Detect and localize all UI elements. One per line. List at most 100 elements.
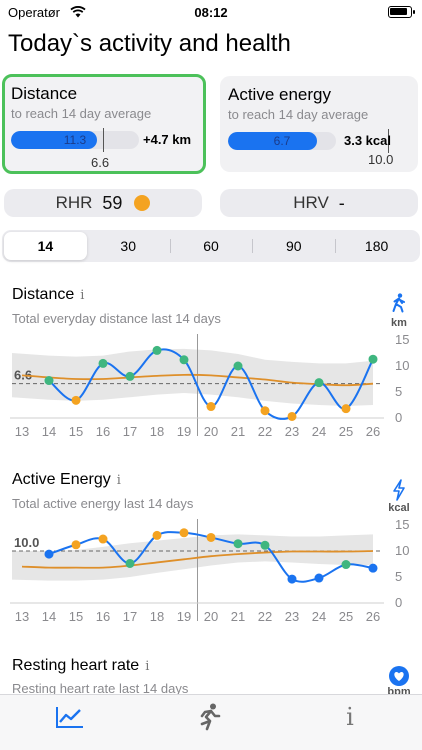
distance-section-subtitle: Total everyday distance last 14 days <box>12 311 221 326</box>
period-option-60[interactable]: 60 <box>169 232 253 260</box>
distance-card-subtitle: to reach 14 day average <box>11 106 152 121</box>
energy-unit: kcal <box>388 502 410 514</box>
data-point <box>98 534 108 544</box>
data-point <box>125 371 135 381</box>
y-tick-label: 5 <box>395 569 402 584</box>
energy-progress: 6.7 3.3 kcal <box>228 129 410 153</box>
distance-unit: km <box>391 317 407 329</box>
x-tick-label: 15 <box>69 609 83 624</box>
page-title: Today`s activity and health <box>8 30 291 57</box>
data-point <box>341 404 351 414</box>
data-point <box>206 532 216 542</box>
rhr-section-subtitle: Resting heart rate last 14 days <box>12 681 189 696</box>
period-option-90[interactable]: 90 <box>252 232 335 260</box>
hrv-pill[interactable]: HRV - <box>220 189 418 217</box>
lightning-bolt-icon <box>388 479 410 506</box>
info-icon[interactable]: i <box>145 659 150 674</box>
data-point <box>314 378 324 388</box>
info-tab[interactable]: i <box>330 701 370 733</box>
data-point <box>260 406 270 416</box>
x-tick-label: 20 <box>204 424 218 439</box>
data-point <box>233 361 243 371</box>
heart-icon <box>388 665 410 692</box>
period-option-180[interactable]: 180 <box>335 232 418 260</box>
battery-icon <box>388 6 415 18</box>
chart-tab[interactable] <box>50 701 90 733</box>
y-tick-label: 0 <box>395 595 402 610</box>
info-icon[interactable]: i <box>116 473 121 488</box>
data-point <box>44 549 54 559</box>
data-point <box>152 345 162 355</box>
period-selector: 14 30 60 90 180 <box>2 230 420 262</box>
x-tick-label: 17 <box>123 424 137 439</box>
x-tick-label: 22 <box>258 609 272 624</box>
x-tick-label: 24 <box>312 424 326 439</box>
data-point <box>287 574 297 584</box>
x-tick-label: 19 <box>177 609 191 624</box>
x-tick-label: 16 <box>96 424 110 439</box>
distance-card-title: Distance <box>11 84 78 103</box>
x-tick-label: 18 <box>150 609 164 624</box>
y-tick-label: 5 <box>395 384 402 399</box>
data-point <box>125 558 135 568</box>
data-point <box>179 355 189 365</box>
y-tick-label: 15 <box>395 332 409 347</box>
activity-tab[interactable] <box>190 701 230 733</box>
energy-bar-value: 6.7 <box>273 134 291 148</box>
info-icon[interactable]: i <box>80 288 85 303</box>
energy-bar-fill <box>228 132 317 150</box>
energy-card[interactable]: Active energy to reach 14 day average 6.… <box>220 76 418 172</box>
rhr-label: RHR <box>55 193 93 212</box>
status-bar: Operatør 08:12 <box>0 0 422 26</box>
energy-chart: 10.0 13 14 15 16 17 18 19 20 21 22 23 24 25 26 0 5 10 15 <box>10 517 409 624</box>
data-point <box>260 540 270 550</box>
distance-card[interactable]: Distance to reach 14 day average 11.3 +4… <box>2 74 206 174</box>
y-tick-label: 15 <box>395 517 409 532</box>
data-point <box>287 411 297 421</box>
running-person-icon <box>200 703 221 731</box>
x-tick-label: 14 <box>42 609 56 624</box>
x-tick-label: 26 <box>366 609 380 624</box>
distance-section-title: Distance i <box>12 286 84 304</box>
rhr-value: 59 <box>102 192 123 213</box>
data-point <box>98 358 108 368</box>
data-point <box>152 530 162 540</box>
tab-bar: i <box>0 694 422 750</box>
clock: 08:12 <box>194 5 228 20</box>
period-option-30[interactable]: 30 <box>120 238 136 254</box>
x-tick-label: 16 <box>96 609 110 624</box>
y-tick-label: 10 <box>395 358 409 373</box>
data-point <box>233 539 243 549</box>
x-tick-label: 23 <box>285 609 299 624</box>
x-tick-label: 13 <box>15 424 29 439</box>
x-tick-label: 22 <box>258 424 272 439</box>
data-point <box>71 540 81 550</box>
x-tick-label: 21 <box>231 609 245 624</box>
energy-bar-track <box>228 132 336 150</box>
average-line <box>21 550 374 569</box>
x-tick-label: 23 <box>285 424 299 439</box>
info-icon: i <box>346 703 354 731</box>
distance-bar-value: 11.3 <box>63 133 87 147</box>
data-point <box>179 528 189 538</box>
distance-average: 6.6 <box>91 155 110 170</box>
data-point <box>341 560 351 570</box>
energy-diff: 3.3 kcal <box>344 133 391 148</box>
x-tick-label: 19 <box>177 424 191 439</box>
period-option-14[interactable]: 14 <box>4 232 87 260</box>
energy-card-title: Active energy <box>228 85 331 104</box>
x-tick-label: 18 <box>150 424 164 439</box>
x-tick-label: 14 <box>42 424 56 439</box>
x-tick-label: 25 <box>339 424 353 439</box>
x-tick-label: 13 <box>15 609 29 624</box>
y-tick-label: 10 <box>395 543 409 558</box>
distance-bar-fill <box>11 131 97 149</box>
distance-diff: +4.7 km <box>143 132 192 147</box>
energy-section-title-text: Active Energy <box>12 471 111 488</box>
x-tick-label: 17 <box>123 609 137 624</box>
rhr-pill[interactable]: RHR 59 <box>4 189 202 217</box>
x-tick-label: 20 <box>204 609 218 624</box>
energy-section-title: Active Energy i <box>12 471 121 489</box>
data-point <box>314 573 324 583</box>
